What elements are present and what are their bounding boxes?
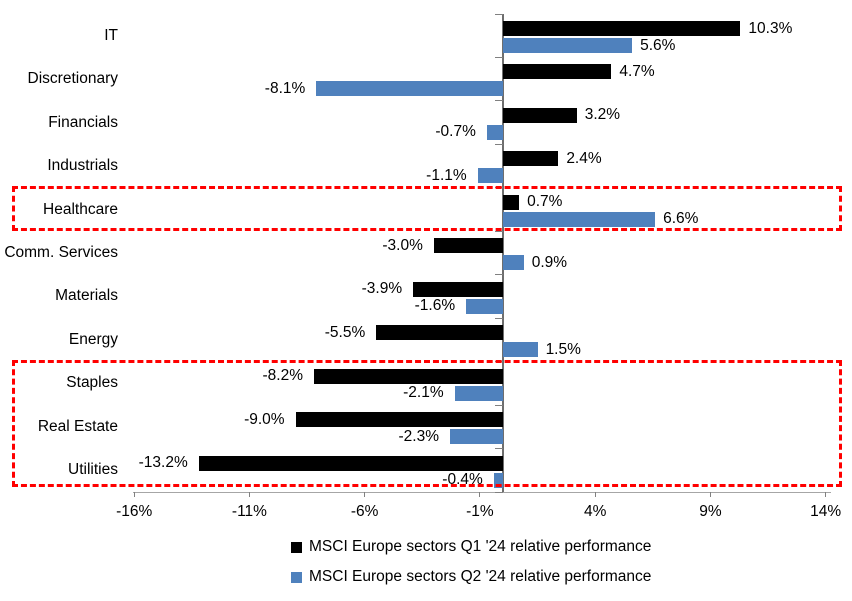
x-axis-tick	[825, 492, 827, 497]
q1-bar	[313, 368, 503, 384]
q2-bar	[493, 472, 503, 488]
x-axis-tick	[709, 492, 711, 497]
q2-bar	[449, 429, 503, 445]
highlight-box	[12, 185, 842, 232]
data-label: -9.0%	[244, 410, 285, 428]
q2-bar	[503, 342, 538, 358]
q1-bar	[295, 412, 503, 428]
q2-legend-swatch-icon	[291, 571, 302, 583]
x-axis-tick	[364, 492, 366, 497]
y-axis-tick	[495, 404, 503, 406]
y-axis-tick	[495, 317, 503, 319]
legend-item-q1: MSCI Europe sectors Q1 '24 relative perf…	[291, 537, 651, 557]
y-axis-tick	[495, 56, 503, 58]
x-axis-line	[133, 492, 831, 493]
x-axis-tick-label: -6%	[350, 503, 379, 520]
q2-bar	[503, 255, 524, 271]
legend-item-q2: MSCI Europe sectors Q2 '24 relative perf…	[291, 567, 651, 587]
data-label: 6.6%	[663, 210, 699, 228]
y-axis-tick	[495, 274, 503, 276]
y-axis-tick	[495, 13, 503, 15]
q2-bar	[454, 385, 503, 401]
q2-bar	[316, 81, 503, 97]
x-axis-tick-label: -11%	[231, 503, 267, 520]
category-label: Energy	[68, 330, 118, 348]
legend-label-q1: MSCI Europe sectors Q1 '24 relative perf…	[309, 538, 652, 555]
data-label: -8.1%	[264, 79, 306, 97]
data-label: 2.4%	[566, 149, 602, 167]
category-label: Discretionary	[27, 70, 118, 88]
x-axis-tick	[133, 492, 135, 497]
q2-bar	[503, 38, 633, 53]
data-label: -3.9%	[361, 280, 403, 298]
y-axis-tick	[495, 448, 503, 450]
data-label: 1.5%	[545, 340, 581, 358]
x-axis-tick	[594, 492, 596, 497]
data-label: 5.6%	[640, 36, 676, 54]
x-axis-tick-label: -16%	[116, 503, 153, 520]
category-label: Industrials	[47, 157, 118, 175]
q1-bar	[413, 281, 503, 297]
data-label: 3.2%	[584, 106, 621, 124]
y-axis-tick	[495, 143, 503, 145]
x-axis-tick	[479, 492, 481, 497]
x-axis-tick	[248, 492, 250, 497]
data-label: -13.2%	[138, 454, 188, 472]
category-label: IT	[104, 26, 118, 44]
data-label: 0.7%	[527, 193, 563, 211]
legend-label-q2: MSCI Europe sectors Q2 '24 relative perf…	[309, 568, 652, 585]
data-label: -0.4%	[442, 471, 483, 489]
y-axis-tick	[495, 230, 503, 232]
q1-bar	[198, 455, 503, 471]
data-label: 0.9%	[531, 253, 568, 271]
x-axis-tick-label: 14%	[810, 503, 842, 520]
q2-bar	[466, 298, 503, 314]
data-label: 10.3%	[748, 19, 793, 37]
category-label: Staples	[66, 374, 118, 392]
data-label: -2.3%	[398, 427, 440, 445]
x-axis-tick-label: -1%	[466, 503, 494, 520]
legend: MSCI Europe sectors Q1 '24 relative perf…	[291, 537, 651, 587]
category-label: Financials	[48, 113, 118, 131]
q1-bar	[503, 194, 520, 210]
category-label: Utilities	[68, 461, 118, 479]
category-label: Materials	[55, 287, 118, 305]
q1-bar	[503, 64, 612, 80]
highlight-box	[12, 359, 842, 487]
x-axis-tick-label: 9%	[699, 503, 722, 520]
data-label: -1.1%	[426, 166, 467, 184]
y-axis-line	[502, 14, 504, 492]
y-axis-tick	[495, 491, 503, 493]
data-label: -1.6%	[414, 297, 456, 315]
q2-bar	[477, 168, 503, 184]
data-label: -8.2%	[262, 367, 304, 385]
q2-bar	[503, 211, 656, 227]
q1-bar	[503, 107, 577, 123]
y-axis-tick	[495, 100, 503, 102]
data-label: -3.0%	[382, 236, 423, 254]
data-label: 4.7%	[619, 62, 655, 80]
category-label: Comm. Services	[4, 244, 118, 261]
data-label: -2.1%	[403, 384, 444, 402]
q1-bar	[433, 238, 503, 254]
data-label: -5.5%	[324, 323, 366, 341]
category-label: Healthcare	[43, 200, 118, 218]
q1-bar	[503, 151, 559, 167]
category-label: Real Estate	[37, 417, 118, 435]
q1-legend-swatch-icon	[291, 541, 302, 553]
x-axis-tick-label: 4%	[583, 503, 607, 520]
q2-bar	[486, 124, 503, 140]
q1-bar	[503, 21, 741, 36]
q1-bar	[376, 325, 503, 341]
data-label: -0.7%	[435, 123, 476, 141]
